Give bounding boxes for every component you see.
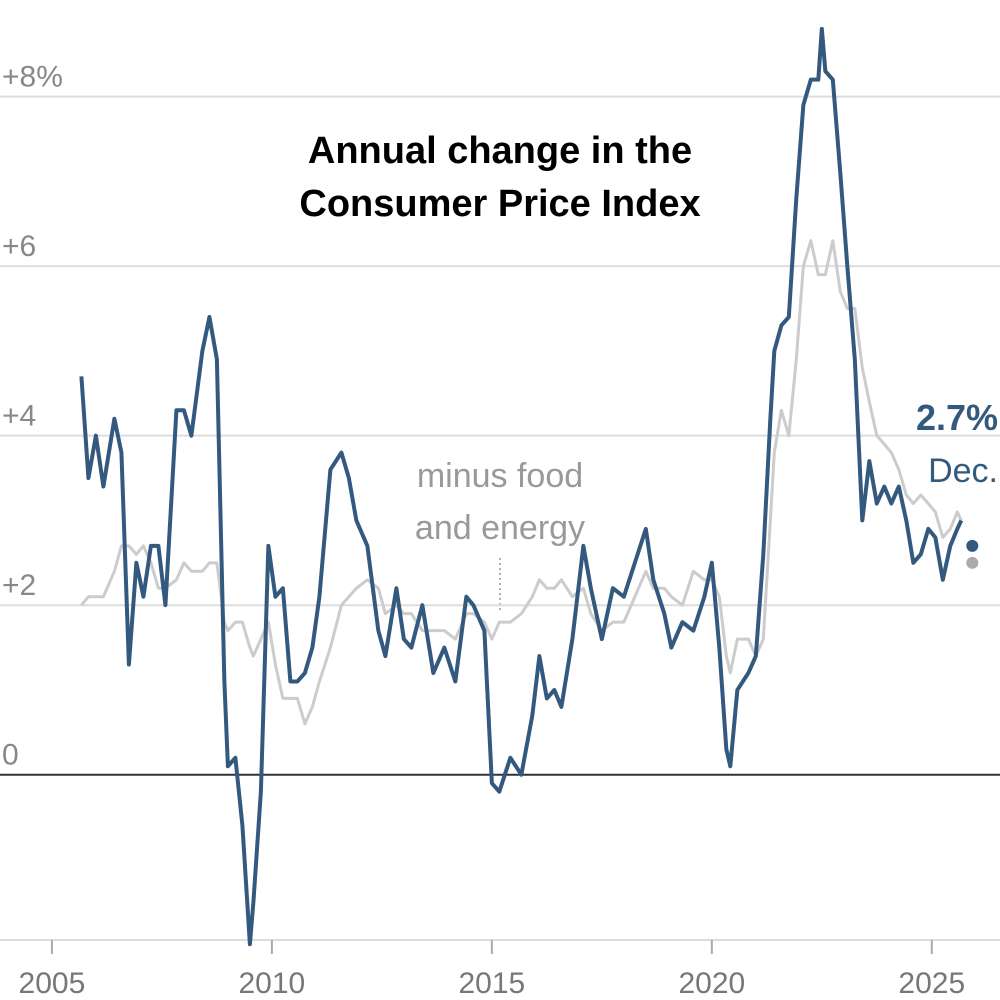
x-tick-label: 2005 [19,967,86,1000]
y-tick-label: +8% [2,61,63,94]
y-tick-label: +2 [2,569,36,602]
x-tick-label: 2020 [678,967,745,1000]
y-tick-label: +6 [2,230,36,263]
end-point [966,539,979,552]
x-tick-label: 2025 [898,967,965,1000]
series-annotation: minus food and energy [414,457,586,547]
y-tick-label: 0 [2,739,19,772]
end-month-label: Dec. [928,452,998,490]
x-tick-label: 2010 [239,967,306,1000]
chart-title: Annual change in the Consumer Price Inde… [299,130,701,225]
end-value-label: 2.7% [915,397,998,438]
x-tick-label: 2015 [458,967,525,1000]
y-tick-label: +4 [2,400,36,433]
end-point [966,556,979,569]
